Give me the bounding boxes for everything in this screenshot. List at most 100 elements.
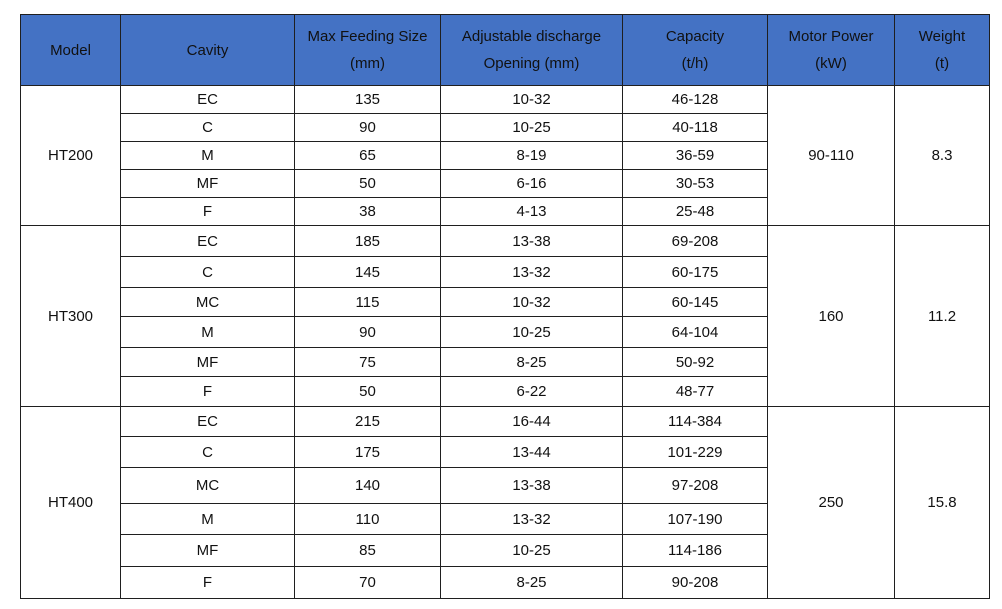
header-model: Model <box>20 14 121 86</box>
table-row: HT200 EC 135 10-32 46-128 90-110 8.3 <box>20 85 990 226</box>
table-row: M 65 8-19 36-59 <box>21 141 990 170</box>
discharge-opening-cell: 8-25 <box>440 347 623 377</box>
table-row: F 70 8-25 90-208 <box>21 566 990 599</box>
max-feeding-size-cell: 50 <box>294 376 441 407</box>
cavity-cell: F <box>120 376 295 407</box>
capacity-cell: 30-53 <box>622 169 768 198</box>
max-feeding-size-cell: 115 <box>294 287 441 317</box>
discharge-opening-cell: 13-32 <box>440 503 623 535</box>
discharge-opening-cell: 13-32 <box>440 256 623 288</box>
capacity-cell: 97-208 <box>622 467 768 504</box>
table-row: C 145 13-32 60-175 <box>21 256 990 288</box>
discharge-opening-cell: 6-22 <box>440 376 623 407</box>
header-row: Model Cavity Max Feeding Size (mm) Adjust… <box>20 14 990 86</box>
cavity-cell: C <box>120 436 295 468</box>
max-feeding-size-cell: 85 <box>294 534 441 567</box>
header-max-feeding-size: Max Feeding Size (mm) <box>294 14 441 86</box>
discharge-opening-cell: 13-38 <box>440 225 623 257</box>
capacity-cell: 50-92 <box>622 347 768 377</box>
cavity-cell: F <box>120 566 295 599</box>
capacity-cell: 64-104 <box>622 316 768 348</box>
max-feeding-size-cell: 75 <box>294 347 441 377</box>
max-feeding-size-cell: 185 <box>294 225 441 257</box>
model-cell: HT400 <box>20 406 121 599</box>
max-feeding-size-cell: 135 <box>294 85 441 114</box>
discharge-opening-cell: 10-25 <box>440 534 623 567</box>
weight-cell: 15.8 <box>894 406 990 599</box>
table-row: MC 115 10-32 60-145 <box>21 287 990 317</box>
capacity-cell: 48-77 <box>622 376 768 407</box>
motor-power-cell: 250 <box>767 406 895 599</box>
table-row: F 38 4-13 25-48 <box>21 197 990 226</box>
capacity-cell: 101-229 <box>622 436 768 468</box>
capacity-cell: 40-118 <box>622 113 768 142</box>
table-row: F 50 6-22 48-77 <box>21 376 990 407</box>
max-feeding-size-cell: 38 <box>294 197 441 226</box>
capacity-cell: 114-384 <box>622 406 768 437</box>
cavity-cell: F <box>120 197 295 226</box>
capacity-cell: 25-48 <box>622 197 768 226</box>
model-cell: HT300 <box>20 225 121 407</box>
table-row: C 175 13-44 101-229 <box>21 436 990 468</box>
max-feeding-size-cell: 110 <box>294 503 441 535</box>
max-feeding-size-cell: 65 <box>294 141 441 170</box>
motor-power-cell: 90-110 <box>767 85 895 226</box>
discharge-opening-cell: 10-25 <box>440 316 623 348</box>
capacity-cell: 69-208 <box>622 225 768 257</box>
discharge-opening-cell: 8-19 <box>440 141 623 170</box>
capacity-cell: 114-186 <box>622 534 768 567</box>
table-body: HT200 EC 135 10-32 46-128 90-110 8.3 C 90 10-25 40… <box>20 85 990 599</box>
max-feeding-size-cell: 90 <box>294 113 441 142</box>
motor-power-cell: 160 <box>767 225 895 407</box>
cavity-cell: MC <box>120 287 295 317</box>
header-motor-power: Motor Power (kW) <box>767 14 895 86</box>
discharge-opening-cell: 13-38 <box>440 467 623 504</box>
discharge-opening-cell: 8-25 <box>440 566 623 599</box>
header-cavity: Cavity <box>120 14 295 86</box>
max-feeding-size-cell: 145 <box>294 256 441 288</box>
cavity-cell: EC <box>120 85 295 114</box>
cavity-cell: EC <box>120 406 295 437</box>
header-weight: Weight (t) <box>894 14 990 86</box>
discharge-opening-cell: 6-16 <box>440 169 623 198</box>
max-feeding-size-cell: 50 <box>294 169 441 198</box>
spec-table: Model Cavity Max Feeding Size (mm) Adjust… <box>20 14 990 599</box>
cavity-cell: EC <box>120 225 295 257</box>
cavity-cell: MF <box>120 347 295 377</box>
capacity-cell: 90-208 <box>622 566 768 599</box>
max-feeding-size-cell: 70 <box>294 566 441 599</box>
discharge-opening-cell: 13-44 <box>440 436 623 468</box>
max-feeding-size-cell: 175 <box>294 436 441 468</box>
discharge-opening-cell: 10-32 <box>440 287 623 317</box>
cavity-cell: M <box>120 316 295 348</box>
table-row: HT300 EC 185 13-38 69-208 160 11.2 <box>20 225 990 407</box>
capacity-cell: 46-128 <box>622 85 768 114</box>
cavity-cell: MF <box>120 169 295 198</box>
capacity-cell: 107-190 <box>622 503 768 535</box>
discharge-opening-cell: 16-44 <box>440 406 623 437</box>
discharge-opening-cell: 4-13 <box>440 197 623 226</box>
table-row: M 110 13-32 107-190 <box>21 503 990 535</box>
table-row: MF 50 6-16 30-53 <box>21 169 990 198</box>
max-feeding-size-cell: 215 <box>294 406 441 437</box>
max-feeding-size-cell: 90 <box>294 316 441 348</box>
table-row: HT400 EC 215 16-44 114-384 250 15.8 <box>20 406 990 599</box>
header-capacity: Capacity (t/h) <box>622 14 768 86</box>
capacity-cell: 36-59 <box>622 141 768 170</box>
cavity-cell: M <box>120 503 295 535</box>
table-row: MC 140 13-38 97-208 <box>21 467 990 504</box>
discharge-opening-cell: 10-25 <box>440 113 623 142</box>
table-row: MF 85 10-25 114-186 <box>21 534 990 567</box>
cavity-cell: MF <box>120 534 295 567</box>
cavity-cell: MC <box>120 467 295 504</box>
model-cell: HT200 <box>20 85 121 226</box>
capacity-cell: 60-145 <box>622 287 768 317</box>
cavity-cell: M <box>120 141 295 170</box>
discharge-opening-cell: 10-32 <box>440 85 623 114</box>
cavity-cell: C <box>120 256 295 288</box>
max-feeding-size-cell: 140 <box>294 467 441 504</box>
capacity-cell: 60-175 <box>622 256 768 288</box>
cavity-cell: C <box>120 113 295 142</box>
weight-cell: 8.3 <box>894 85 990 226</box>
weight-cell: 11.2 <box>894 225 990 407</box>
